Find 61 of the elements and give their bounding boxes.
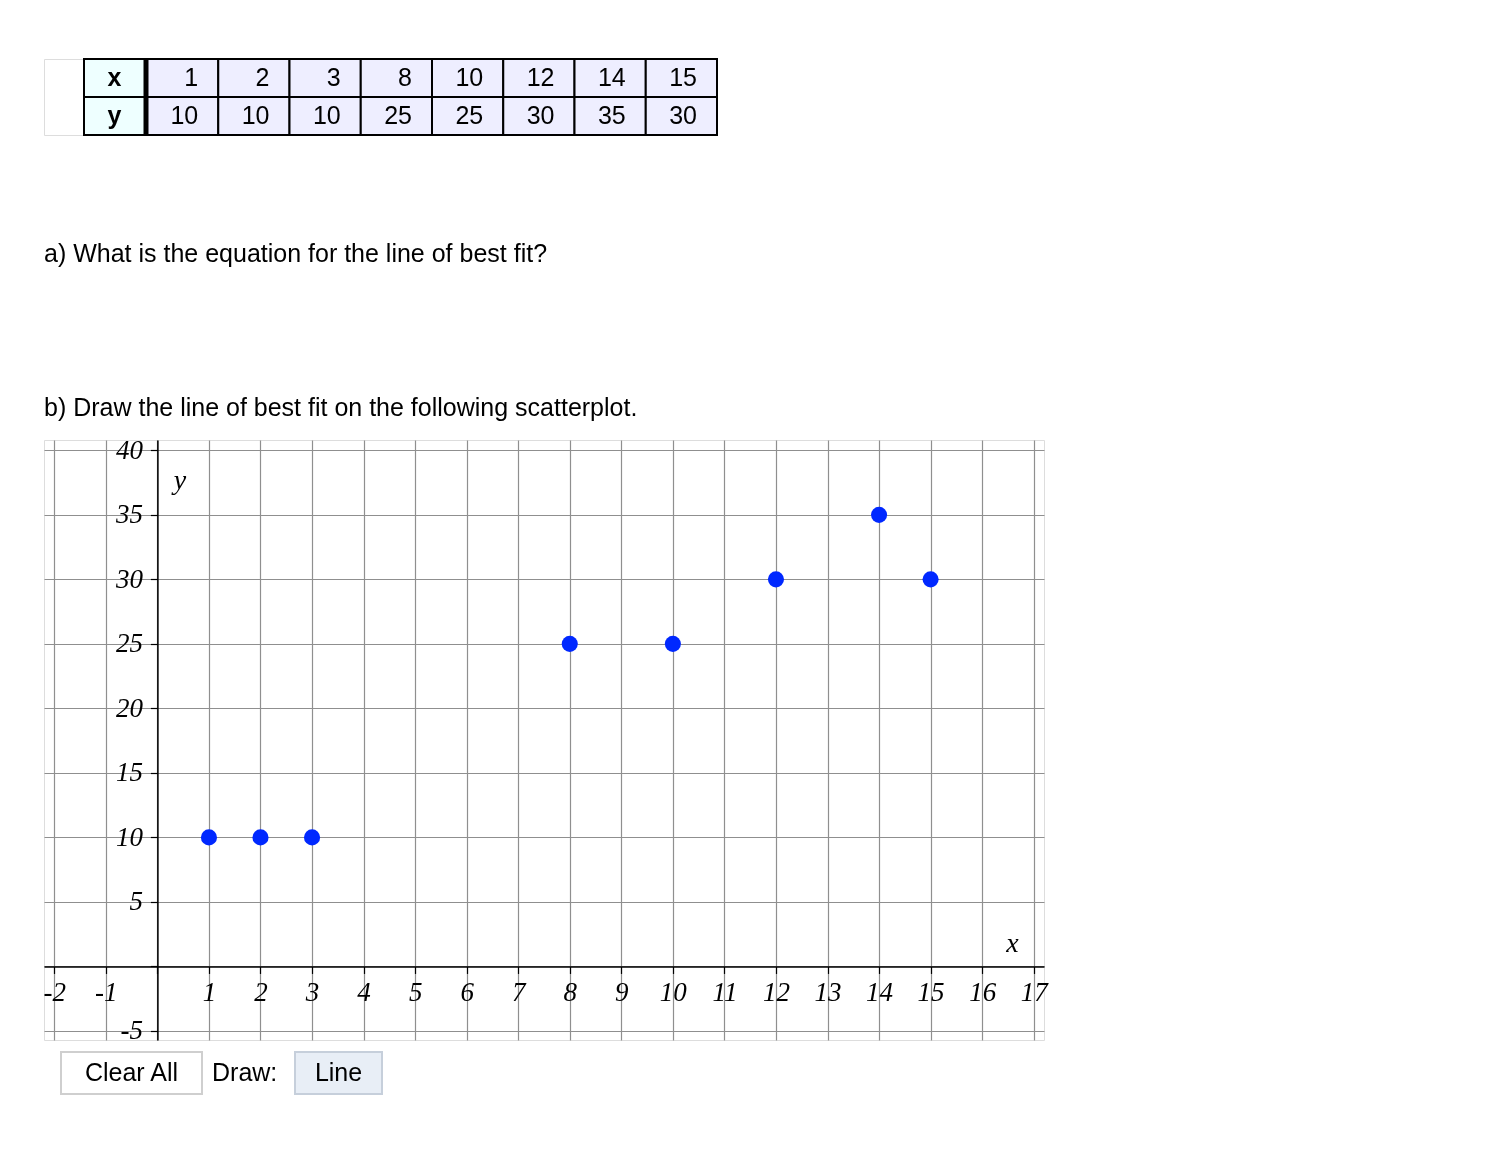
category-label: 15	[669, 63, 697, 91]
x-tick-label: 13	[814, 976, 842, 1007]
y-axis-title: y	[170, 463, 187, 495]
point	[200, 829, 218, 846]
point	[303, 829, 321, 846]
y-tick-label: 30	[114, 563, 144, 594]
data-label: 25	[384, 101, 412, 129]
x-tick-label: 11	[712, 976, 738, 1007]
y-tick-label: -5	[120, 1015, 143, 1046]
x-axis-title: x	[1005, 926, 1020, 958]
x-tick-label: 14	[866, 976, 894, 1007]
x-tick-label: -2	[43, 976, 67, 1007]
data-label: 30	[669, 101, 697, 129]
point	[664, 635, 681, 652]
text: Line	[314, 1058, 363, 1086]
data-label: 10	[170, 101, 199, 129]
chart-subtitle: b) Draw the line of best fit on the following scatterplot.	[44, 393, 638, 422]
text: Draw:	[212, 1058, 278, 1086]
category-label: 12	[526, 63, 555, 91]
text: Clear All	[84, 1058, 179, 1086]
x-tick-label: 9	[615, 976, 630, 1007]
x-tick-label: 1	[202, 976, 217, 1007]
point	[252, 829, 269, 846]
x-tick-label: 6	[460, 976, 475, 1007]
text: x	[107, 63, 122, 91]
x-tick-label: 4	[357, 976, 371, 1007]
y-tick-label: 20	[115, 692, 144, 723]
point	[561, 635, 578, 652]
category-label: 2	[255, 63, 270, 91]
y-tick-label: 35	[114, 499, 143, 530]
category-label: 14	[597, 63, 626, 91]
point	[767, 571, 785, 588]
x-tick-label: 15	[917, 976, 945, 1007]
point	[870, 506, 888, 523]
category-label: 3	[326, 63, 341, 91]
x-tick-label: -1	[95, 976, 118, 1007]
text: y	[107, 101, 122, 129]
data-label: 10	[312, 101, 341, 129]
x-tick-label: 5	[408, 976, 423, 1007]
category-label: 1	[184, 63, 199, 91]
data-label: 25	[455, 101, 484, 129]
category-label: 8	[398, 63, 412, 91]
y-tick-label: 5	[129, 886, 143, 917]
x-tick-label: 16	[969, 976, 997, 1007]
x-tick-label: 10	[659, 976, 688, 1007]
category-label: 10	[455, 63, 484, 91]
data-label: 30	[526, 101, 555, 129]
x-tick-label: 17	[1020, 976, 1050, 1007]
x-tick-label: 8	[563, 976, 578, 1007]
y-tick-label: 10	[115, 821, 144, 852]
x-tick-label: 12	[762, 976, 790, 1007]
chart-title: a) What is the equation for the line of best fit?	[44, 239, 548, 268]
y-tick-label: 15	[115, 757, 143, 788]
point	[922, 571, 939, 588]
y-tick-label: 40	[115, 434, 144, 465]
x-tick-label: 2	[254, 976, 268, 1007]
x-tick-label: 3	[304, 976, 320, 1007]
data-label: 10	[241, 101, 270, 129]
data-label: 35	[597, 101, 626, 129]
y-tick-label: 25	[115, 628, 143, 659]
x-tick-label: 7	[511, 976, 527, 1007]
